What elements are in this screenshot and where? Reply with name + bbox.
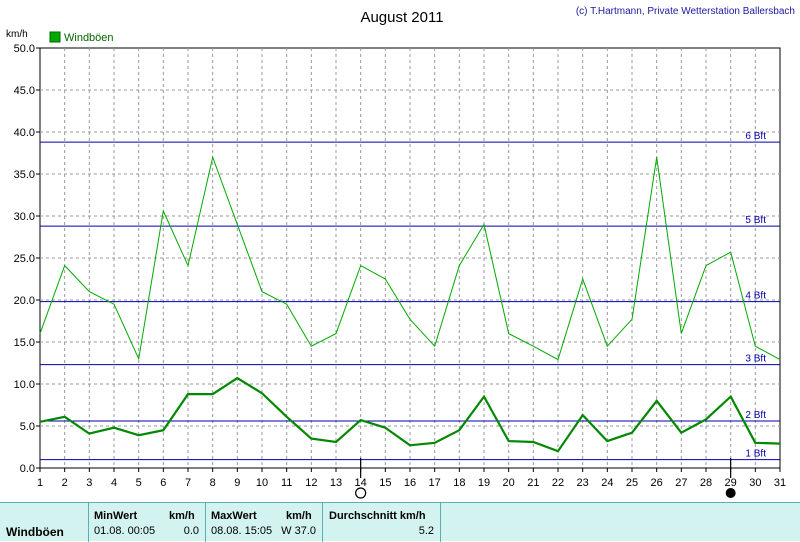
footer-min-cell: MinWert km/h 01.08. 00:05 0.0: [89, 503, 206, 542]
y-tick-label: 20.0: [14, 295, 35, 307]
x-tick-label: 11: [281, 477, 292, 489]
x-tick-label: 24: [601, 477, 613, 489]
legend-label: Windböen: [64, 32, 114, 44]
x-tick-label: 13: [330, 477, 342, 489]
x-tick-label: 16: [404, 477, 416, 489]
x-tick-label: 9: [234, 477, 240, 489]
series-line-average: [39, 376, 781, 453]
x-tick-label: 31: [774, 477, 786, 489]
min-value: 0.0: [183, 525, 199, 537]
x-tick-label: 3: [86, 477, 92, 489]
y-tick-label: 50.0: [14, 43, 35, 55]
avg-header: Durchschnitt km/h: [329, 510, 426, 522]
x-tick-label: 20: [503, 477, 515, 489]
x-tick-label: 7: [185, 477, 191, 489]
x-tick-label: 21: [527, 477, 539, 489]
chart-credit: (c) T.Hartmann, Private Wetterstation Ba…: [576, 6, 795, 17]
x-tick-label: 29: [725, 477, 737, 489]
x-tick-label: 25: [626, 477, 638, 489]
footer-label-cell: Windböen: [0, 503, 89, 542]
x-tick-label: 8: [210, 477, 216, 489]
x-tick-label: 18: [453, 477, 465, 489]
min-unit: km/h: [169, 510, 195, 522]
new-moon-icon: [725, 488, 736, 498]
y-tick-label: 30.0: [14, 211, 35, 223]
y-axis-unit: km/h: [6, 29, 28, 40]
footer-avg-cell: Durchschnitt km/h 5.2: [323, 503, 441, 542]
y-tick-label: 35.0: [14, 169, 35, 181]
beaufort-label: 4 Bft: [745, 291, 766, 302]
x-tick-label: 17: [429, 477, 441, 489]
legend-swatch: [49, 31, 61, 43]
beaufort-label: 5 Bft: [745, 215, 766, 226]
max-value: W 37.0: [281, 525, 316, 537]
x-tick-label: 28: [700, 477, 712, 489]
x-tick-label: 10: [256, 477, 268, 489]
footer-max-cell: MaxWert km/h 08.08. 15:05 W 37.0: [206, 503, 323, 542]
x-tick-label: 6: [160, 477, 166, 489]
x-tick-label: 19: [478, 477, 490, 489]
y-tick-label: 15.0: [14, 337, 35, 349]
y-tick-label: 10.0: [14, 379, 35, 391]
statistics-footer: Windböen MinWert km/h 01.08. 00:05 0.0 M…: [0, 502, 800, 542]
avg-value: 5.2: [418, 525, 434, 537]
x-tick-label: 30: [749, 477, 761, 489]
x-tick-label: 23: [577, 477, 589, 489]
x-tick-label: 27: [675, 477, 687, 489]
x-tick-label: 22: [552, 477, 564, 489]
y-tick-label: 45.0: [14, 85, 35, 97]
beaufort-label: 3 Bft: [745, 354, 766, 365]
x-tick-label: 4: [111, 477, 117, 489]
x-tick-label: 26: [651, 477, 663, 489]
footer-series-label: Windböen: [6, 525, 64, 539]
min-header: MinWert: [94, 510, 138, 522]
beaufort-label: 1 Bft: [745, 449, 766, 460]
max-unit: km/h: [286, 510, 312, 522]
chart-title: August 2011: [360, 9, 443, 26]
y-tick-label: 0.0: [20, 463, 35, 475]
beaufort-label: 2 Bft: [745, 410, 766, 421]
full-moon-icon: [355, 487, 367, 499]
y-tick-label: 25.0: [14, 253, 35, 265]
x-tick-label: 5: [136, 477, 142, 489]
x-tick-label: 14: [355, 477, 367, 489]
x-tick-label: 1: [37, 477, 43, 489]
y-tick-label: 40.0: [14, 127, 35, 139]
beaufort-label: 6 Bft: [745, 131, 766, 142]
x-tick-label: 12: [305, 477, 317, 489]
series-line-windboeen: [39, 155, 781, 361]
y-tick-label: 5.0: [20, 421, 35, 433]
wind-chart: August 2011 (c) T.Hartmann, Private Wett…: [6, 6, 795, 499]
x-tick-label: 2: [62, 477, 68, 489]
min-date: 01.08. 00:05: [94, 525, 156, 537]
max-date: 08.08. 15:05: [211, 525, 273, 537]
x-tick-label: 15: [379, 477, 391, 489]
max-header: MaxWert: [211, 510, 257, 522]
